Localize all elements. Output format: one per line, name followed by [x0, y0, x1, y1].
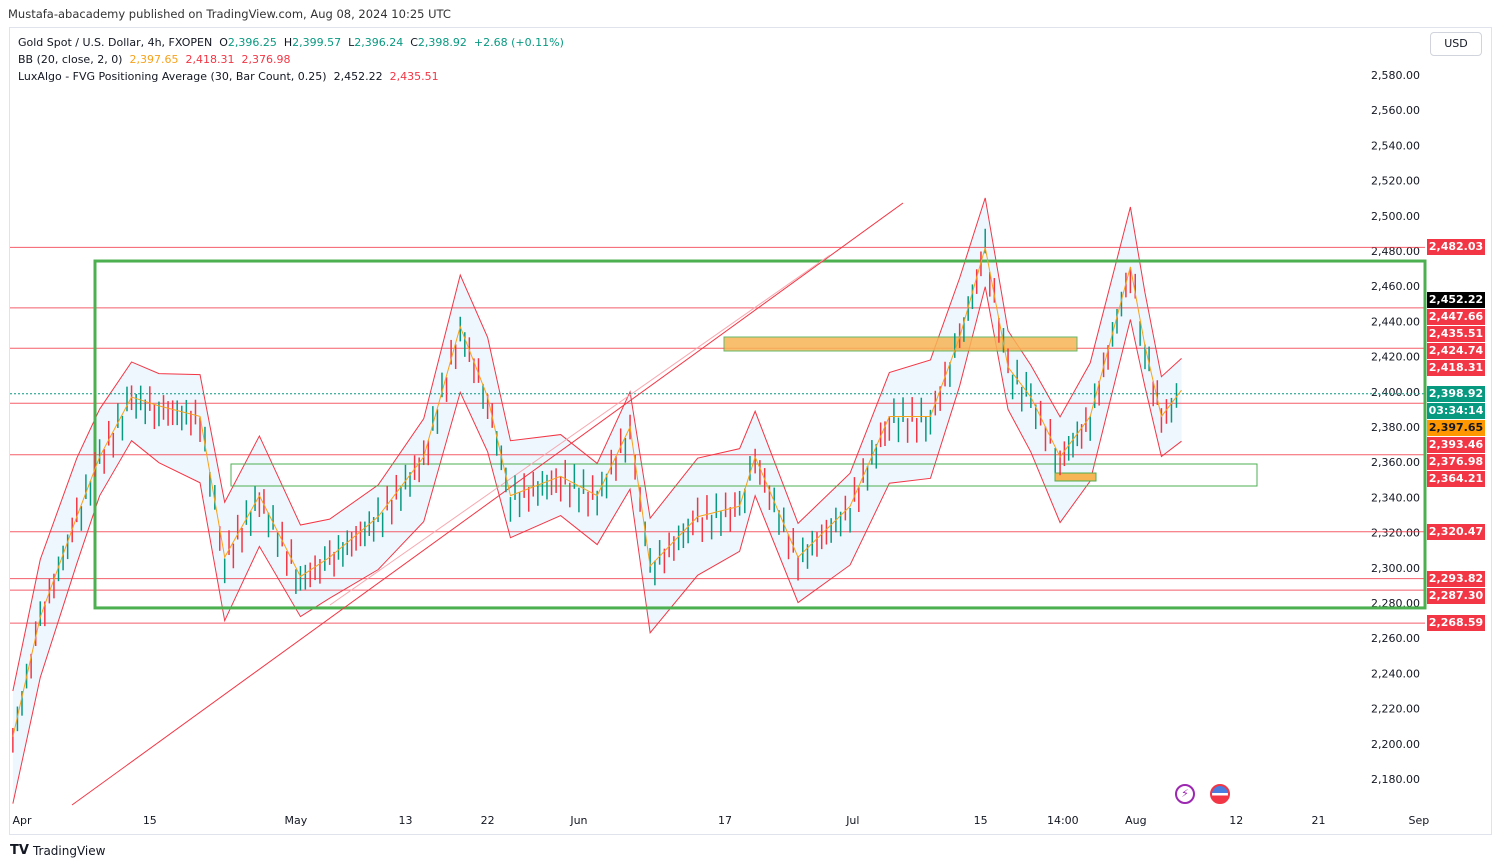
x-tick-label: 15	[974, 814, 988, 827]
y-tick-label: 2,460.00	[1371, 280, 1420, 293]
change-value: +2.68 (+0.11%)	[473, 36, 564, 49]
chart-legend: Gold Spot / U.S. Dollar, 4h, FXOPEN O2,3…	[18, 34, 564, 85]
x-tick-label: 17	[718, 814, 732, 827]
y-tick-label: 2,420.00	[1371, 351, 1420, 364]
us-flag-icon[interactable]	[1210, 784, 1230, 804]
price-tag: 2,452.22	[1427, 291, 1485, 308]
y-tick-label: 2,500.00	[1371, 210, 1420, 223]
tradingview-logo-icon: 𝗧𝗩	[10, 843, 29, 858]
price-tag: 2,482.03	[1427, 239, 1485, 256]
trend-line	[71, 202, 904, 806]
y-tick-label: 2,400.00	[1371, 386, 1420, 399]
resistance-zone	[723, 336, 1078, 352]
fvg-value-1: 2,452.22	[333, 70, 383, 83]
x-tick-label: 14:00	[1047, 814, 1079, 827]
price-tag: 2,447.66	[1427, 308, 1485, 325]
range-box	[93, 259, 1427, 610]
x-tick-label: 22	[481, 814, 495, 827]
y-tick-label: 2,260.00	[1371, 632, 1420, 645]
price-tag: 2,398.92	[1427, 385, 1485, 402]
symbol-name[interactable]: Gold Spot / U.S. Dollar, 4h, FXOPEN	[18, 36, 213, 49]
x-tick-label: 12	[1229, 814, 1243, 827]
bb-upper: 2,418.31	[185, 53, 235, 66]
x-tick-label: Jul	[845, 814, 859, 827]
open-label: O	[219, 36, 228, 49]
bb-basis: 2,397.65	[129, 53, 179, 66]
y-tick-label: 2,580.00	[1371, 69, 1420, 82]
bb-upper-line	[12, 197, 1182, 692]
y-tick-label: 2,340.00	[1371, 491, 1420, 504]
y-tick-label: 2,220.00	[1371, 703, 1420, 716]
price-tag: 2,268.59	[1427, 615, 1485, 632]
y-tick-label: 2,360.00	[1371, 456, 1420, 469]
support-zone-box	[230, 463, 1258, 487]
y-tick-label: 2,440.00	[1371, 315, 1420, 328]
x-tick-label: 21	[1311, 814, 1325, 827]
price-tag: 2,364.21	[1427, 470, 1485, 487]
open-value: 2,396.25	[227, 36, 277, 49]
trend-line-secondary	[329, 254, 831, 606]
price-tag: 2,418.31	[1427, 359, 1485, 376]
publisher-line: Mustafa-abacademy published on TradingVi…	[8, 7, 451, 21]
low-value: 2,396.24	[354, 36, 404, 49]
fvg-value-2: 2,435.51	[389, 70, 439, 83]
y-tick-label: 2,320.00	[1371, 527, 1420, 540]
x-tick-label: Apr	[12, 814, 32, 827]
y-tick-label: 2,560.00	[1371, 104, 1420, 117]
legend-symbol-row: Gold Spot / U.S. Dollar, 4h, FXOPEN O2,3…	[18, 34, 564, 51]
x-tick-label: 15	[143, 814, 157, 827]
x-tick-label: 13	[398, 814, 412, 827]
bb-lower-line	[12, 286, 1182, 804]
price-tag: 2,393.46	[1427, 436, 1485, 453]
x-tick-label: Sep	[1409, 814, 1430, 827]
y-tick-label: 2,180.00	[1371, 773, 1420, 786]
price-tag: 2,376.98	[1427, 453, 1485, 470]
bb-name: BB (20, close, 2, 0)	[18, 53, 123, 66]
chart-frame	[9, 27, 1492, 835]
high-value: 2,399.57	[292, 36, 342, 49]
fvg-name: LuxAlgo - FVG Positioning Average (30, B…	[18, 70, 327, 83]
price-tag: 2,435.51	[1427, 325, 1485, 342]
y-tick-label: 2,240.00	[1371, 667, 1420, 680]
price-tag: 03:34:14	[1427, 402, 1485, 419]
legend-bb-row[interactable]: BB (20, close, 2, 0) 2,397.65 2,418.31 2…	[18, 51, 564, 68]
y-tick-label: 2,480.00	[1371, 245, 1420, 258]
y-tick-label: 2,520.00	[1371, 175, 1420, 188]
demand-zone	[1054, 472, 1097, 482]
close-value: 2,398.92	[417, 36, 467, 49]
x-tick-label: Aug	[1125, 814, 1146, 827]
brand-name: TradingView	[32, 843, 106, 858]
close-label: C	[410, 36, 418, 49]
legend-fvg-row[interactable]: LuxAlgo - FVG Positioning Average (30, B…	[18, 68, 564, 85]
lightning-icon[interactable]: ⚡	[1175, 784, 1195, 804]
price-tag: 2,293.82	[1427, 570, 1485, 587]
y-tick-label: 2,300.00	[1371, 562, 1420, 575]
x-tick-label: May	[285, 814, 308, 827]
bb-lower: 2,376.98	[241, 53, 291, 66]
price-tag: 2,397.65	[1427, 419, 1485, 436]
y-tick-label: 2,200.00	[1371, 738, 1420, 751]
currency-button[interactable]: USD	[1430, 32, 1482, 56]
y-tick-label: 2,540.00	[1371, 139, 1420, 152]
y-tick-label: 2,380.00	[1371, 421, 1420, 434]
price-tag: 2,287.30	[1427, 587, 1485, 604]
footer-brand: 𝗧𝗩 TradingView	[10, 843, 105, 858]
price-tag: 2,424.74	[1427, 342, 1485, 359]
bb-basis-line	[12, 247, 1182, 737]
x-tick-label: Jun	[569, 814, 587, 827]
price-tag: 2,320.47	[1427, 523, 1485, 540]
high-label: H	[283, 36, 293, 49]
low-label: L	[348, 36, 355, 49]
